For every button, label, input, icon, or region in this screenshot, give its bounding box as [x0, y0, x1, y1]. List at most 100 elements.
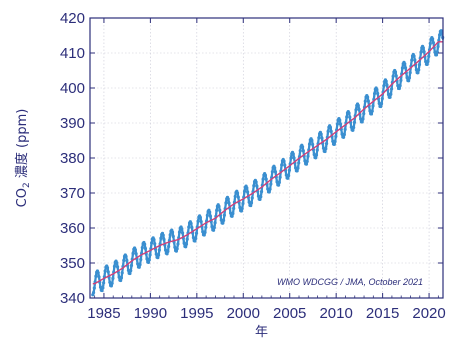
monthly-point: [240, 206, 244, 211]
monthly-point: [120, 271, 124, 275]
monthly-point: [379, 102, 384, 106]
grid-lines: [90, 17, 443, 299]
monthly-point: [208, 210, 212, 214]
monthly-point: [173, 245, 177, 249]
monthly-point: [405, 76, 409, 80]
monthly-point: [431, 41, 436, 45]
monthly-point: [239, 209, 244, 213]
monthly-point: [412, 54, 416, 58]
monthly-point: [103, 269, 107, 273]
monthly-point: [162, 237, 166, 242]
x-tick-label: 2020: [412, 305, 445, 322]
monthly-point: [301, 149, 305, 153]
monthly-point: [143, 242, 147, 246]
monthly-point: [348, 115, 352, 119]
monthly-point: [384, 79, 388, 83]
monthly-point: [328, 125, 333, 129]
monthly-point: [385, 83, 389, 87]
monthly-point: [268, 187, 272, 191]
monthly-point: [334, 134, 338, 138]
monthly-point: [437, 33, 442, 37]
monthly-point: [362, 112, 366, 116]
monthly-point: [211, 228, 216, 232]
monthly-point: [245, 186, 249, 190]
monthly-point: [273, 166, 277, 170]
monthly-point: [143, 246, 148, 251]
monthly-point: [286, 176, 290, 180]
monthly-point: [351, 128, 355, 132]
x-axis-ticks: 1985 1990 1995 2000 2005 2010 2015 2020: [87, 18, 446, 322]
monthly-point: [283, 163, 287, 167]
monthly-point: [204, 225, 208, 229]
monthly-point: [184, 242, 189, 246]
monthly-point: [226, 197, 230, 201]
monthly-point: [296, 166, 300, 170]
monthly-point: [356, 103, 360, 108]
monthly-point: [403, 66, 408, 70]
monthly-point: [314, 156, 318, 160]
monthly-point: [138, 262, 142, 267]
source-annotation: WMO WDCGG / JMA, October 2021: [277, 277, 423, 287]
monthly-point: [167, 244, 171, 249]
monthly-point: [185, 237, 189, 241]
monthly-point: [389, 92, 393, 96]
monthly-point: [421, 46, 425, 50]
monthly-point: [193, 239, 197, 243]
monthly-point: [106, 270, 110, 274]
monthly-point: [307, 142, 312, 146]
monthly-point: [314, 153, 319, 157]
monthly-point: [270, 170, 274, 174]
monthly-point: [146, 260, 151, 265]
y-tick-label: 400: [60, 80, 85, 97]
monthly-point: [96, 271, 100, 275]
monthly-point: [236, 195, 240, 199]
trend-series-line: [92, 41, 443, 285]
monthly-point: [263, 173, 268, 177]
monthly-point: [110, 281, 114, 285]
monthly-point: [361, 117, 365, 121]
monthly-point: [231, 211, 235, 216]
monthly-point: [105, 266, 110, 270]
monthly-point: [380, 96, 384, 101]
monthly-point: [258, 197, 262, 202]
monthly-point: [255, 184, 259, 188]
monthly-point: [202, 233, 206, 237]
monthly-point: [221, 221, 225, 225]
monthly-point: [212, 226, 216, 230]
monthly-point: [224, 201, 228, 205]
monthly-point: [320, 136, 324, 140]
monthly-point: [94, 274, 98, 278]
monthly-point: [161, 233, 165, 237]
monthly-point: [91, 290, 96, 295]
monthly-point: [266, 187, 270, 191]
monthly-point: [407, 79, 411, 83]
x-tick-label: 1985: [87, 305, 120, 322]
monthly-point: [176, 242, 180, 246]
y-tick-label: 380: [60, 150, 85, 167]
monthly-point: [177, 230, 182, 234]
x-tick-label: 2000: [227, 305, 260, 322]
monthly-point: [371, 104, 375, 108]
monthly-point: [249, 201, 254, 205]
monthly-point: [298, 149, 302, 153]
monthly-point: [315, 148, 319, 152]
monthly-point: [217, 204, 221, 208]
monthly-point: [168, 233, 172, 237]
monthly-point: [112, 264, 117, 268]
monthly-point: [305, 159, 309, 163]
monthly-point: [218, 208, 222, 212]
monthly-point: [254, 180, 258, 184]
monthly-point: [124, 254, 128, 259]
monthly-point: [393, 70, 398, 74]
monthly-point: [414, 68, 418, 72]
monthly-point: [342, 135, 346, 139]
monthly-point: [413, 58, 417, 62]
monthly-point: [388, 95, 392, 99]
monthly-point: [180, 231, 185, 235]
monthly-point: [198, 215, 202, 220]
monthly-point: [92, 286, 96, 290]
monthly-point: [241, 201, 245, 206]
monthly-point: [372, 91, 377, 96]
monthly-point: [416, 71, 420, 75]
